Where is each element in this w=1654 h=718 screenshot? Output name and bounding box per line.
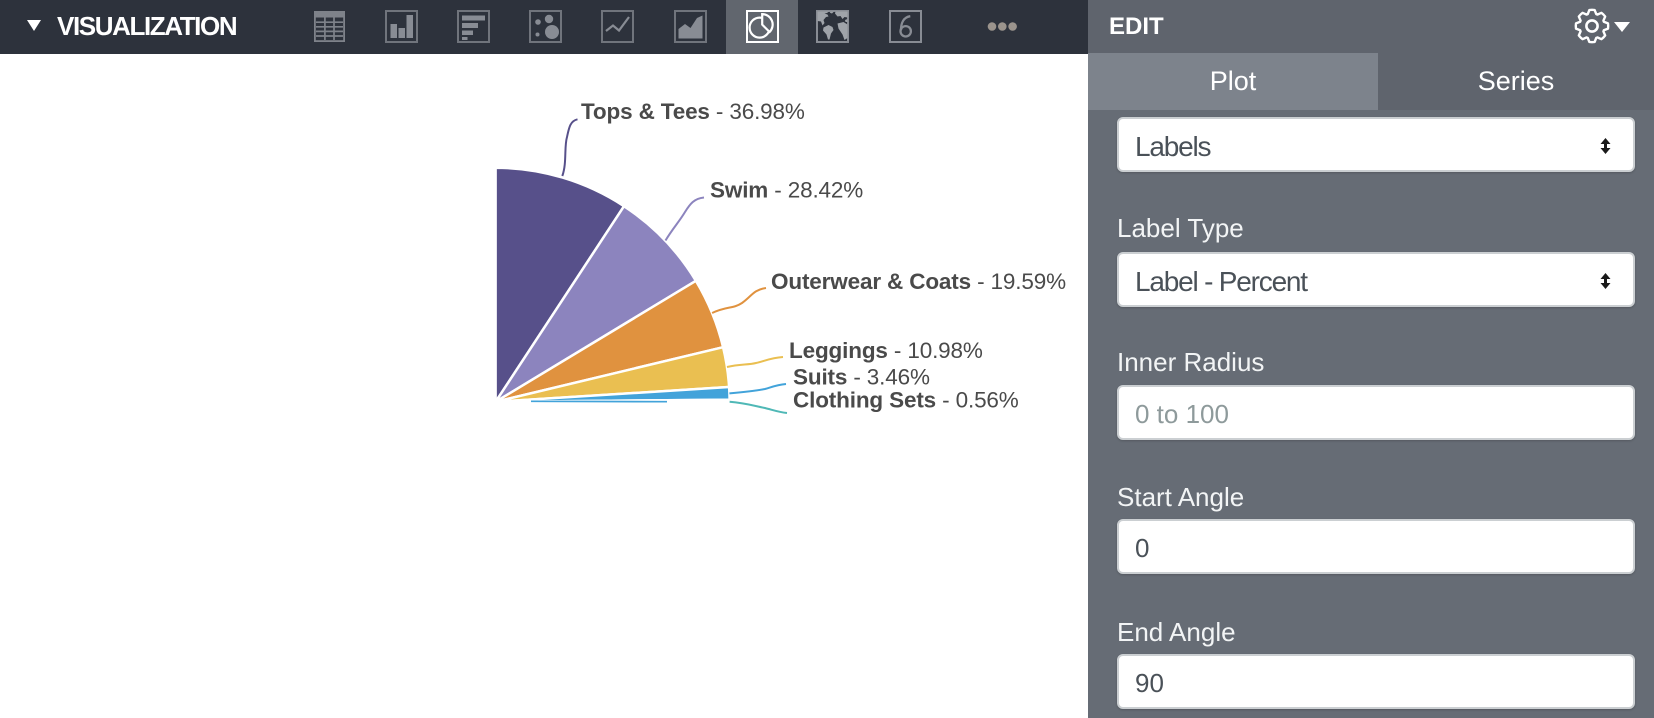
svg-text:Outerwear & Coats - 19.59%: Outerwear & Coats - 19.59%	[771, 269, 1066, 294]
svg-text:Tops & Tees - 36.98%: Tops & Tees - 36.98%	[581, 99, 805, 124]
svg-text:Leggings - 10.98%: Leggings - 10.98%	[789, 338, 983, 363]
svg-text:Suits - 3.46%: Suits - 3.46%	[793, 365, 930, 390]
svg-text:Swim - 28.42%: Swim - 28.42%	[710, 178, 863, 203]
svg-text:Clothing Sets - 0.56%: Clothing Sets - 0.56%	[793, 388, 1019, 413]
